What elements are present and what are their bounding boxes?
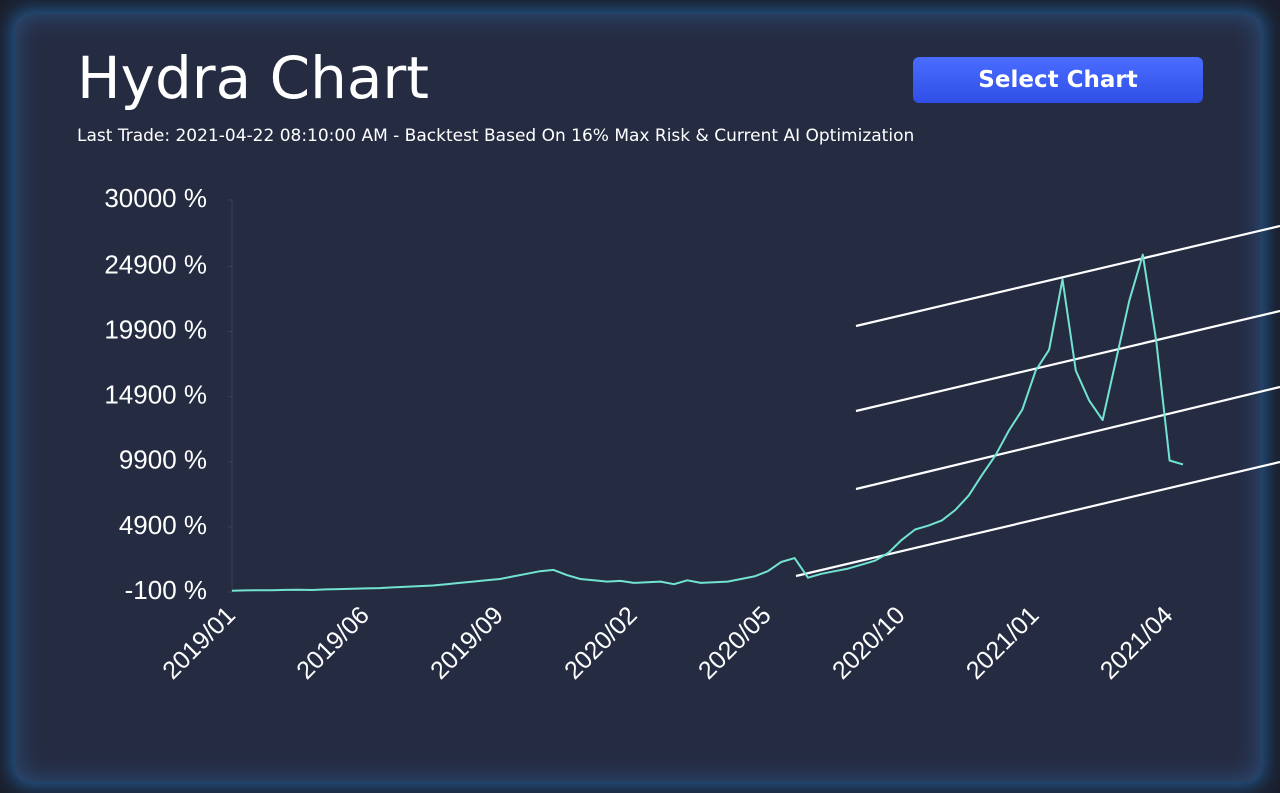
trend-line [855, 224, 1280, 328]
trend-line [855, 309, 1280, 413]
x-tick-label: 2020/02 [559, 601, 643, 685]
x-tick-label: 2020/10 [827, 601, 911, 685]
y-tick-label: 19900 % [104, 314, 207, 344]
x-tick-label: 2020/05 [693, 601, 777, 685]
card: Hydra Chart Last Trade: 2021-04-22 08:10… [15, 14, 1261, 782]
chart-title: Hydra Chart [77, 44, 429, 112]
y-tick-label: 30000 % [104, 183, 207, 213]
y-tick-label: 14900 % [104, 380, 207, 410]
x-tick-label: 2019/01 [157, 601, 241, 685]
y-tick-label: 24900 % [104, 249, 207, 279]
x-tick-label: 2019/06 [291, 601, 375, 685]
x-tick-label: 2019/09 [425, 601, 509, 685]
data-line [231, 253, 1184, 592]
y-tick-label: 4900 % [119, 510, 207, 540]
x-tick-label: 2021/04 [1095, 601, 1179, 685]
trend-lines [795, 224, 1280, 578]
trend-line [855, 385, 1280, 491]
select-chart-button[interactable]: Select Chart [913, 57, 1203, 103]
trend-line [795, 460, 1280, 578]
chart-subtitle: Last Trade: 2021-04-22 08:10:00 AM - Bac… [77, 126, 915, 146]
y-tick-label: -100 % [125, 575, 207, 605]
y-tick-label: 9900 % [119, 445, 207, 475]
x-tick-label: 2021/01 [961, 601, 1045, 685]
